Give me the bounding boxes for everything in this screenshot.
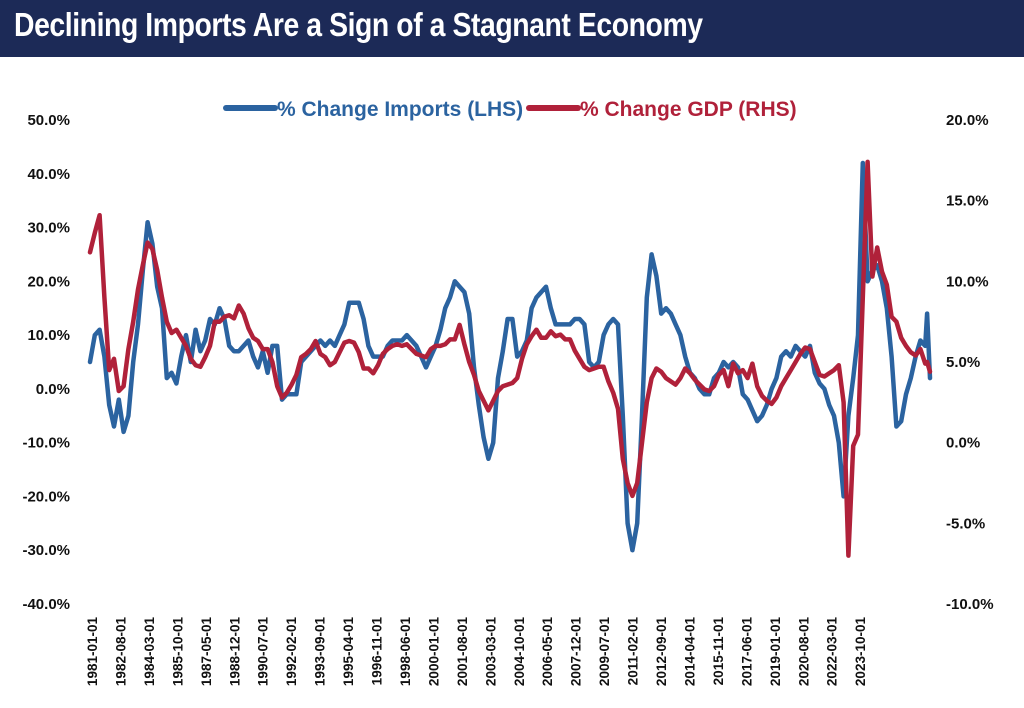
- y-left-tick-label: 0.0%: [36, 381, 70, 398]
- x-tick-label: 2004-10-01: [512, 617, 527, 687]
- x-tick-label: 2015-11-01: [711, 617, 726, 686]
- x-tick-label: 1982-08-01: [113, 617, 128, 687]
- y-axis-right: 20.0% 15.0% 10.0% 5.0% 0.0% -5.0% -10.0%: [946, 112, 994, 613]
- x-tick-label: 2014-04-01: [682, 617, 697, 687]
- x-tick-label: 2020-08-01: [796, 617, 811, 687]
- x-tick-label: 2023-10-01: [853, 617, 868, 687]
- x-tick-label: 1993-09-01: [313, 617, 328, 687]
- x-tick-label: 1995-04-01: [341, 617, 356, 687]
- x-tick-label: 2001-08-01: [455, 617, 470, 687]
- x-tick-label: 2003-03-01: [483, 617, 498, 687]
- series-line-imports: [87, 160, 933, 553]
- chart-title: Declining Imports Are a Sign of a Stagna…: [14, 6, 703, 43]
- legend-label-imports: % Change Imports (LHS): [277, 98, 523, 121]
- y-left-tick-label: -40.0%: [22, 596, 70, 613]
- chart-legend: % Change Imports (LHS) % Change GDP (RHS…: [223, 98, 797, 121]
- y-right-tick-label: 15.0%: [946, 193, 989, 210]
- x-tick-label: 1988-12-01: [227, 617, 242, 687]
- x-tick-label: 2012-09-01: [654, 617, 669, 687]
- x-tick-label: 2007-12-01: [569, 617, 584, 687]
- y-left-tick-label: 40.0%: [27, 166, 70, 183]
- x-tick-label: 1998-06-01: [398, 617, 413, 687]
- y-left-tick-label: 10.0%: [27, 327, 70, 344]
- x-tick-label: 1996-11-01: [370, 617, 385, 686]
- x-tick-label: 1992-02-01: [284, 617, 299, 687]
- x-tick-label: 1990-07-01: [256, 617, 271, 687]
- x-tick-label: 1987-05-01: [199, 617, 214, 687]
- x-tick-label: 2009-07-01: [597, 617, 612, 687]
- line-chart: % Change Imports (LHS) % Change GDP (RHS…: [22, 98, 994, 687]
- x-tick-label: 2022-03-01: [825, 617, 840, 687]
- title-bar: Declining Imports Are a Sign of a Stagna…: [0, 0, 1024, 57]
- x-tick-label: 2006-05-01: [540, 617, 555, 687]
- x-tick-label: 2017-06-01: [739, 617, 754, 687]
- series-line-gdp: [87, 159, 933, 558]
- x-axis: 1981-01-01 1982-08-01 1984-03-01 1985-10-01…: [85, 617, 868, 687]
- y-left-tick-label: -20.0%: [22, 488, 70, 505]
- y-left-tick-label: -10.0%: [22, 435, 70, 452]
- y-right-tick-label: 0.0%: [946, 435, 980, 452]
- y-right-tick-label: -10.0%: [946, 596, 994, 613]
- y-right-tick-label: 10.0%: [946, 273, 989, 290]
- series-lines: [87, 159, 933, 558]
- y-right-tick-label: 20.0%: [946, 112, 989, 129]
- x-tick-label: 2011-02-01: [626, 617, 641, 686]
- legend-label-gdp: % Change GDP (RHS): [580, 98, 797, 121]
- y-left-tick-label: 20.0%: [27, 273, 70, 290]
- y-left-tick-label: 30.0%: [27, 220, 70, 237]
- y-left-tick-label: -30.0%: [22, 542, 70, 559]
- x-tick-label: 1984-03-01: [142, 617, 157, 687]
- y-right-tick-label: 5.0%: [946, 354, 980, 371]
- y-axis-left: 50.0% 40.0% 30.0% 20.0% 10.0% 0.0% -10.0% -20.0…: [22, 112, 70, 613]
- y-right-tick-label: -5.0%: [946, 515, 985, 532]
- x-tick-label: 2000-01-01: [426, 617, 441, 687]
- y-left-tick-label: 50.0%: [27, 112, 70, 129]
- x-tick-label: 1985-10-01: [170, 617, 185, 687]
- x-tick-label: 2019-01-01: [768, 617, 783, 687]
- x-tick-label: 1981-01-01: [85, 617, 100, 687]
